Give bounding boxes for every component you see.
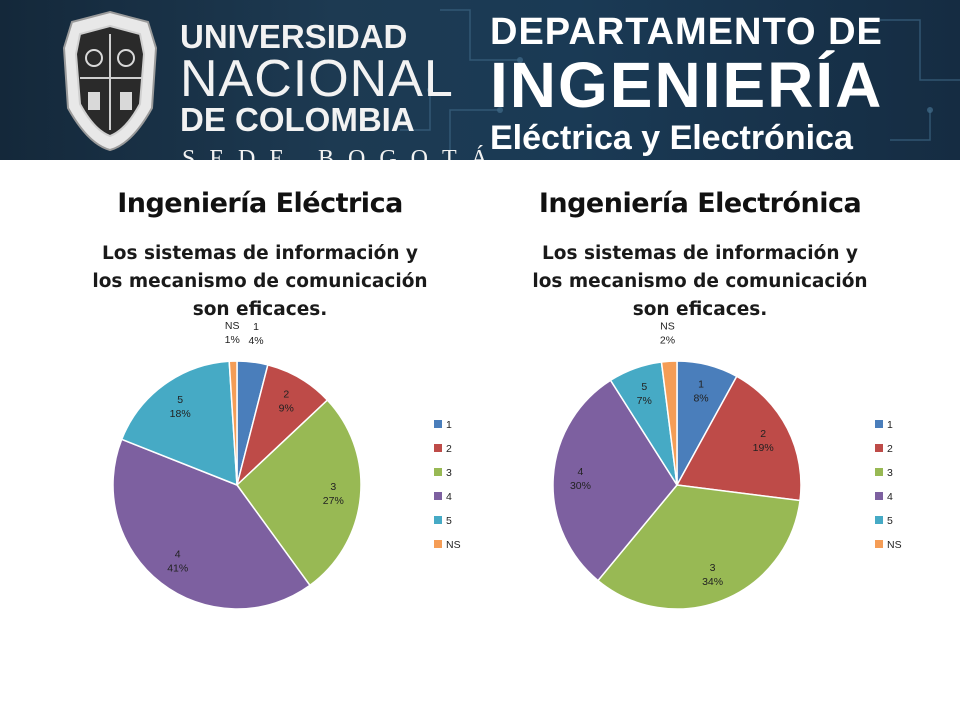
legend-label-electrica-2: 2 [446,443,452,455]
legend-label-electronica-5: 5 [887,515,893,527]
slice-percent-label: 34% [702,576,723,588]
legend-label-electronica-2: 2 [887,443,893,455]
legend-label-electronica-3: 3 [887,467,893,479]
slice-category-label: NS [660,320,675,332]
chart-title-electrica: Los sistemas de información y los mecani… [92,243,428,320]
pie-electrica [112,360,362,610]
slice-category-label: 4 [578,466,584,478]
slice-percent-label: 7% [637,395,652,407]
legend-swatch-electronica-ns [875,540,883,548]
department-line-2: INGENIERÍA [490,49,884,121]
slice-percent-label: 4% [248,335,263,347]
legend-label-electronica-4: 4 [887,491,893,503]
legend-label-electrica-4: 4 [446,491,452,503]
university-name: UNIVERSIDAD NACIONAL DE COLOMBIA SEDE BO… [180,18,502,161]
pie-slice-electronica-3 [596,484,801,610]
chart-title-electronica: Los sistemas de información y los mecani… [532,243,868,320]
legend-label-electrica-5: 5 [446,515,452,527]
legend-swatch-electrica-5 [434,516,442,524]
pie-slice-electrica-5 [120,360,238,487]
legend-label-electrica-3: 3 [446,467,452,479]
slice-category-label: 2 [283,389,289,401]
legend-swatch-electronica-5 [875,516,883,524]
pie-slice-electronica-4 [552,379,678,582]
legend-label-electronica-1: 1 [887,419,893,431]
legend-swatch-electronica-4 [875,492,883,500]
legend-swatch-electrica-2 [434,444,442,452]
legend-swatch-electrica-ns [434,540,442,548]
legend-swatch-electronica-2 [875,444,883,452]
pie-electronica [552,360,802,610]
legend-label-electronica-ns: NS [887,539,902,551]
slice-percent-label: 1% [225,334,240,346]
header-banner: UNIVERSIDAD NACIONAL DE COLOMBIA SEDE BO… [0,0,960,160]
slice-category-label: 1 [698,378,704,390]
slice-percent-label: 18% [170,408,191,420]
department-line-1: DEPARTAMENTO DE [490,11,883,53]
slice-percent-label: 9% [279,403,294,415]
university-line-1: UNIVERSIDAD [180,18,408,55]
slice-category-label: 3 [710,562,716,574]
pie-slice-electronica-ns [660,360,678,486]
university-crest-icon [62,10,158,152]
slice-percent-label: 27% [323,495,344,507]
slice-category-label: 1 [253,321,259,333]
slice-percent-label: 41% [167,562,188,574]
pie-slice-electrica-ns [228,360,238,486]
university-line-3: DE COLOMBIA [180,101,415,138]
legend-label-electrica-ns: NS [446,539,461,551]
pie-slice-electronica-2 [675,375,802,502]
slice-percent-label: 30% [570,480,591,492]
slice-category-label: 2 [760,428,766,440]
slice-category-label: NS [225,320,240,332]
legend-label-electrica-1: 1 [446,419,452,431]
pie-slice-electrica-3 [236,399,362,587]
heading-electrica: Ingeniería Eléctrica [117,188,403,219]
legend-swatch-electrica-3 [434,468,442,476]
slice-category-label: 5 [641,381,647,393]
department-line-3: Eléctrica y Electrónica [490,119,853,157]
slice-percent-label: 2% [660,334,675,346]
slice-percent-label: 19% [753,442,774,454]
slice-category-label: 3 [330,481,336,493]
pie-slice-electrica-4 [112,438,311,610]
legend-swatch-electrica-4 [434,492,442,500]
heading-electronica: Ingeniería Electrónica [538,188,862,219]
university-line-2: NACIONAL [180,50,454,108]
slice-category-label: 4 [175,548,181,560]
legend-swatch-electronica-1 [875,420,883,428]
department-name: DEPARTAMENTO DE INGENIERÍA Eléctrica y E… [490,10,883,160]
university-campus: SEDE BOGOTÁ [182,146,502,160]
legend-swatch-electrica-1 [434,420,442,428]
circuit-pattern-decoration [400,9,960,150]
slice-category-label: 5 [177,394,183,406]
slice-percent-label: 8% [693,392,708,404]
legend-swatch-electronica-3 [875,468,883,476]
